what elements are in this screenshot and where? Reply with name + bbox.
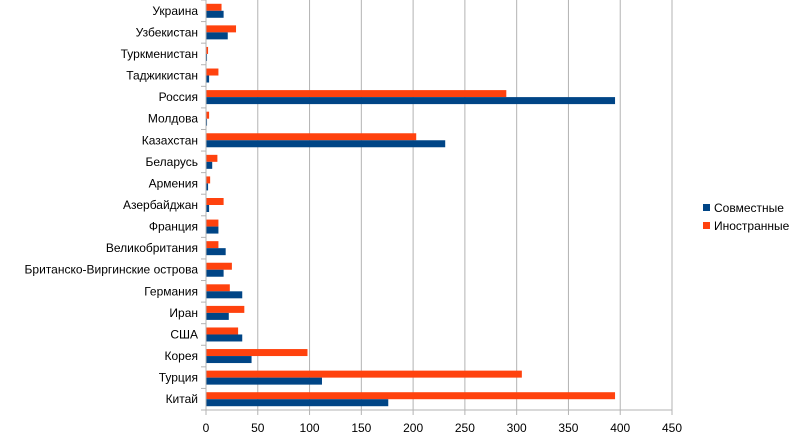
category-label: Азербайджан bbox=[123, 198, 198, 212]
bar-sovmestnye bbox=[206, 32, 228, 40]
x-tick-label: 450 bbox=[662, 421, 682, 435]
category-label: Корея bbox=[164, 349, 198, 363]
bar-inostrannye bbox=[206, 154, 218, 162]
bar-inostrannye bbox=[206, 349, 308, 357]
bar-inostrannye bbox=[206, 392, 616, 400]
x-tick-label: 400 bbox=[610, 421, 630, 435]
bar-sovmestnye bbox=[206, 118, 208, 126]
bar-inostrannye bbox=[206, 46, 209, 54]
bar-inostrannye bbox=[206, 90, 507, 98]
bar-sovmestnye bbox=[206, 269, 224, 277]
bar-inostrannye bbox=[206, 327, 239, 335]
category-label: Иран bbox=[169, 306, 198, 320]
bar-inostrannye bbox=[206, 68, 219, 76]
category-label: Туркменистан bbox=[121, 47, 198, 61]
bar-sovmestnye bbox=[206, 205, 210, 212]
bar-sovmestnye bbox=[206, 53, 208, 61]
bar-sovmestnye bbox=[206, 312, 229, 320]
x-tick-label: 150 bbox=[351, 421, 371, 435]
category-label: Китай bbox=[166, 392, 198, 406]
legend-swatch bbox=[703, 204, 710, 211]
category-label: Армения bbox=[149, 176, 198, 190]
x-tick-label: 200 bbox=[403, 421, 423, 435]
bar-inostrannye bbox=[206, 3, 222, 11]
bar-sovmestnye bbox=[206, 161, 213, 169]
bar-inostrannye bbox=[206, 305, 245, 313]
x-tick-label: 50 bbox=[251, 421, 265, 435]
bar-sovmestnye bbox=[206, 356, 252, 364]
bar-inostrannye bbox=[206, 262, 232, 270]
bar-sovmestnye bbox=[206, 399, 389, 407]
bar-sovmestnye bbox=[206, 248, 226, 256]
category-label: Британско-Виргинские острова bbox=[25, 263, 199, 277]
bar-inostrannye bbox=[206, 176, 211, 184]
category-label: Узбекистан bbox=[136, 25, 198, 39]
bar-inostrannye bbox=[206, 25, 237, 33]
x-tick-label: 100 bbox=[300, 421, 320, 435]
bar-inostrannye bbox=[206, 219, 219, 227]
bar-sovmestnye bbox=[206, 75, 210, 83]
legend-label: Иностранные bbox=[714, 219, 790, 233]
bar-inostrannye bbox=[206, 284, 230, 292]
bar-inostrannye bbox=[206, 370, 522, 378]
category-label: Франция bbox=[149, 220, 198, 234]
category-label: Украина bbox=[152, 4, 198, 18]
bar-sovmestnye bbox=[206, 10, 224, 18]
category-label: Казахстан bbox=[142, 133, 198, 147]
bar-sovmestnye bbox=[206, 377, 322, 385]
bar-sovmestnye bbox=[206, 291, 243, 299]
legend: Совместные Иностранные bbox=[703, 201, 790, 233]
bar-inostrannye bbox=[206, 133, 417, 141]
bar-inostrannye bbox=[206, 198, 224, 205]
legend-label: Совместные bbox=[714, 201, 784, 215]
x-tick-label: 300 bbox=[507, 421, 527, 435]
x-tick-label: 250 bbox=[455, 421, 475, 435]
bar-sovmestnye bbox=[206, 140, 446, 148]
category-label: США bbox=[170, 327, 198, 341]
bars bbox=[206, 3, 616, 407]
bar-sovmestnye bbox=[206, 183, 209, 191]
bar-inostrannye bbox=[206, 111, 210, 119]
category-labels: Украина Узбекистан Туркменистан Таджикистан… bbox=[25, 4, 199, 406]
category-label: Великобритания bbox=[106, 241, 198, 255]
category-label: Молдова bbox=[148, 112, 198, 126]
legend-swatch bbox=[703, 222, 710, 229]
category-label: Россия bbox=[159, 90, 198, 104]
bar-sovmestnye bbox=[206, 334, 243, 342]
bar-inostrannye bbox=[206, 241, 219, 249]
bar-sovmestnye bbox=[206, 97, 616, 105]
x-tick-labels: 0 50 100 150 200 250 300 350 400 450 bbox=[203, 421, 683, 435]
category-label: Турция bbox=[159, 371, 198, 385]
x-tick-label: 350 bbox=[558, 421, 578, 435]
category-label: Таджикистан bbox=[126, 69, 198, 83]
category-label: Беларусь bbox=[146, 155, 198, 169]
gridlines bbox=[257, 0, 673, 410]
bar-sovmestnye bbox=[206, 226, 219, 234]
x-tick-label: 0 bbox=[203, 421, 210, 435]
category-label: Германия bbox=[144, 284, 198, 298]
axes bbox=[201, 0, 673, 415]
